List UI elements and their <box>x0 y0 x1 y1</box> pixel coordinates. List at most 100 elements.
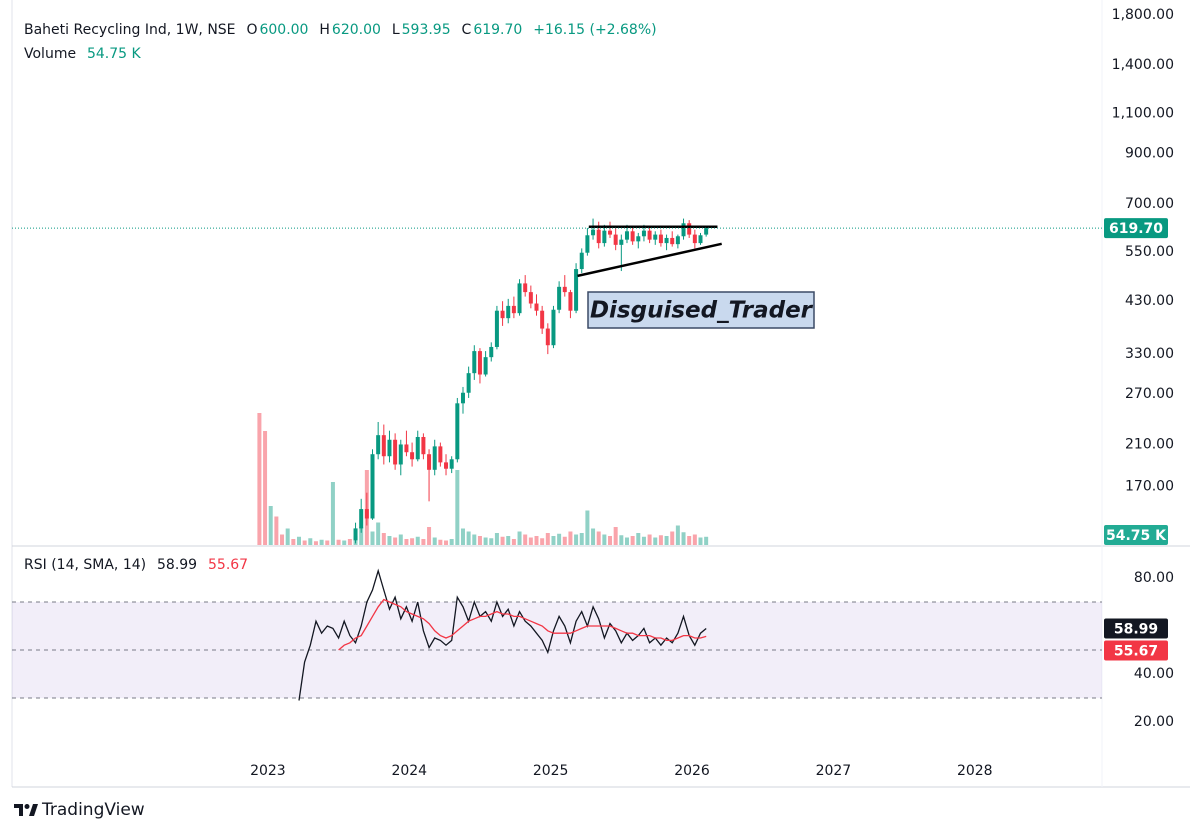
volume-bar <box>704 536 709 545</box>
rsi-title: RSI (14, SMA, 14) <box>24 557 147 573</box>
volume-bar <box>387 536 392 545</box>
volume-bar <box>483 537 488 545</box>
volume-bar <box>568 531 573 545</box>
volume-bar <box>359 527 364 545</box>
x-tick-label: 2023 <box>250 763 286 779</box>
candle-body <box>692 234 697 244</box>
volume-bar <box>274 516 279 545</box>
volume-bar <box>381 533 386 545</box>
watermark-text: Disguised_Trader <box>590 298 814 324</box>
ohlc-value: 593.95 <box>401 22 451 38</box>
volume-bar <box>460 528 465 545</box>
volume-bar <box>455 470 460 545</box>
candle-body <box>704 228 709 235</box>
volume-bar <box>528 537 533 545</box>
volume-bar <box>494 533 499 545</box>
candle-body <box>364 509 369 519</box>
volume-bar <box>466 531 471 545</box>
ohlc-label: H <box>319 22 330 38</box>
volume-bar <box>675 525 680 545</box>
volume-bar <box>489 538 494 545</box>
volume-bar <box>280 534 285 545</box>
y-tick-label: 170.00 <box>1125 479 1174 495</box>
volume-bar <box>579 533 584 545</box>
candle-body <box>438 446 443 463</box>
y-tick-label: 550.00 <box>1125 244 1174 260</box>
volume-value: 54.75 K <box>86 46 141 62</box>
candle-body <box>398 444 403 465</box>
y-tick-label: 900.00 <box>1125 146 1174 162</box>
volume-bar <box>370 531 375 545</box>
candle-body <box>574 269 579 311</box>
volume-bar <box>330 482 335 545</box>
y-tick-label: 330.00 <box>1125 346 1174 362</box>
candle-body <box>647 230 652 240</box>
y-tick-label: 270.00 <box>1125 386 1174 402</box>
candle-body <box>376 435 381 455</box>
candle-body <box>393 439 398 465</box>
candle-body <box>613 234 618 245</box>
y-tick-label: 700.00 <box>1125 196 1174 212</box>
candle-body <box>585 235 590 253</box>
last-volume-box <box>1104 525 1168 545</box>
volume-bar <box>585 510 590 545</box>
candle-body <box>381 435 386 457</box>
candle-body <box>427 454 432 470</box>
candle-body <box>528 292 533 304</box>
rsi-last-box <box>1104 640 1168 661</box>
ohlc-value: 600.00 <box>259 22 309 38</box>
volume-bar <box>692 534 697 545</box>
candle-body <box>653 234 658 240</box>
candle-body <box>421 436 426 455</box>
volume-bar <box>449 539 454 545</box>
rsi-line <box>338 598 707 651</box>
x-tick-label: 2028 <box>957 763 993 779</box>
candle-body <box>698 235 703 244</box>
volume-bar <box>641 536 646 545</box>
volume-bar <box>347 539 352 545</box>
legend-rsi: RSI (14, SMA, 14) 58.99 55.67 <box>24 557 250 573</box>
volume-bar <box>477 536 482 545</box>
candle-body <box>591 229 596 236</box>
rsi-last-box <box>1104 618 1168 639</box>
logo: TradingView <box>14 800 145 820</box>
volume-bar <box>325 540 330 545</box>
candle-body <box>511 305 516 314</box>
volume-bar <box>268 506 273 545</box>
candle-body <box>658 234 663 244</box>
candle-body <box>562 286 567 293</box>
volume-bar <box>630 536 635 545</box>
volume-bar <box>308 538 313 545</box>
volume-bar <box>319 539 324 545</box>
volume-bar <box>336 539 341 545</box>
candle-body <box>506 305 511 319</box>
y-tick-label: 1,100.00 <box>1112 105 1174 121</box>
volume-bar <box>506 536 511 545</box>
candle-body <box>568 292 573 311</box>
rsi-last-text: 55.67 <box>1114 643 1158 659</box>
candle-body <box>410 452 415 460</box>
candle-body <box>500 310 505 319</box>
candle-body <box>432 446 437 470</box>
price-change: +16.15 (+2.68%) <box>533 22 657 38</box>
volume-bar <box>619 535 624 545</box>
candle-body <box>359 509 364 529</box>
volume-bar <box>376 522 381 545</box>
candle-body <box>455 403 460 460</box>
x-tick-label: 2027 <box>816 763 852 779</box>
candle-body <box>596 229 601 244</box>
volume-bar <box>398 534 403 545</box>
candle-body <box>460 392 465 404</box>
volume-bar <box>404 539 409 545</box>
legend-volume: Volume 54.75 K <box>24 46 143 62</box>
volume-bar <box>534 536 539 545</box>
volume-bar <box>432 537 437 545</box>
ohlc-label: O <box>246 22 258 38</box>
last-price-box <box>1104 218 1168 239</box>
volume-bar <box>540 538 545 545</box>
candle-body <box>630 231 635 242</box>
volume-bar <box>545 533 550 545</box>
volume-bar <box>393 537 398 545</box>
